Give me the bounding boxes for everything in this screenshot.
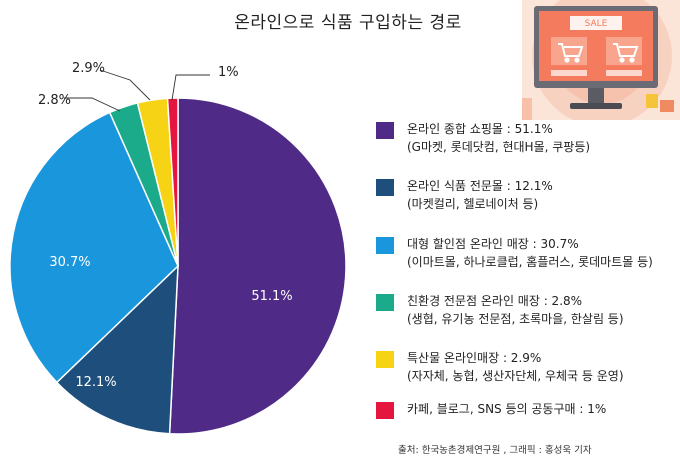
pie-slice (168, 97, 347, 435)
leader-line (99, 69, 151, 101)
legend-label: 카페, 블로그, SNS 등의 공동구매 : 1% (407, 402, 607, 416)
legend-label: 특산물 온라인매장 : 2.9% (407, 351, 542, 365)
pie-slice (9, 111, 179, 384)
legend-swatch (376, 122, 394, 139)
legend-sublabel: (G마켓, 롯데닷컴, 현대H몰, 쿠팡등) (407, 140, 591, 154)
legend-sublabel: (자자체, 농협, 생산자단체, 우체국 등 운영) (407, 369, 624, 383)
slice-label: 1% (218, 65, 239, 80)
slice-label: 2.8% (38, 93, 71, 108)
legend-sublabel: (생협, 유기농 전문점, 초록마을, 한살림 등) (407, 312, 624, 326)
leader-line (64, 97, 121, 112)
slice-label: 12.1% (75, 375, 116, 390)
legend-sublabel: (이마트몰, 하나로클럽, 홈플러스, 롯데마트몰 등) (407, 255, 653, 269)
source-credit: 출처: 한국농촌경제연구원 , 그래픽 : 홍성욱 기자 (398, 445, 592, 456)
shopping-cart-icon (558, 43, 584, 63)
legend-label: 친환경 전문점 온라인 매장 : 2.8% (407, 294, 583, 308)
slice-label: 51.1% (251, 289, 292, 304)
monitor-sale-sign: SALE (585, 19, 608, 29)
legend-label: 온라인 식품 전문몰 : 12.1% (407, 179, 553, 193)
legend-swatch (376, 402, 394, 419)
legend-label: 대형 할인점 온라인 매장 : 30.7% (407, 237, 579, 251)
pie-slice (55, 264, 179, 435)
pie-chart: 51.1% 12.1% 30.7% 2.8% 2.9% 1% (9, 61, 347, 435)
legend-swatch (376, 351, 394, 368)
slice-label: 2.9% (72, 61, 105, 76)
shopping-cart-icon (613, 43, 639, 63)
leader-line (171, 74, 210, 101)
legend-label: 온라인 종합 쇼핑몰 : 51.1% (407, 122, 553, 136)
monitor-illustration: SALE (522, 0, 680, 120)
legend-sublabel: (마켓컬리, 헬로네이처 등) (407, 197, 539, 211)
legend-swatch (376, 294, 394, 311)
chart-title: 온라인으로 식품 구입하는 경로 (234, 13, 462, 33)
legend-swatch (376, 237, 394, 254)
slice-label: 30.7% (49, 255, 90, 270)
legend-swatch (376, 179, 394, 196)
